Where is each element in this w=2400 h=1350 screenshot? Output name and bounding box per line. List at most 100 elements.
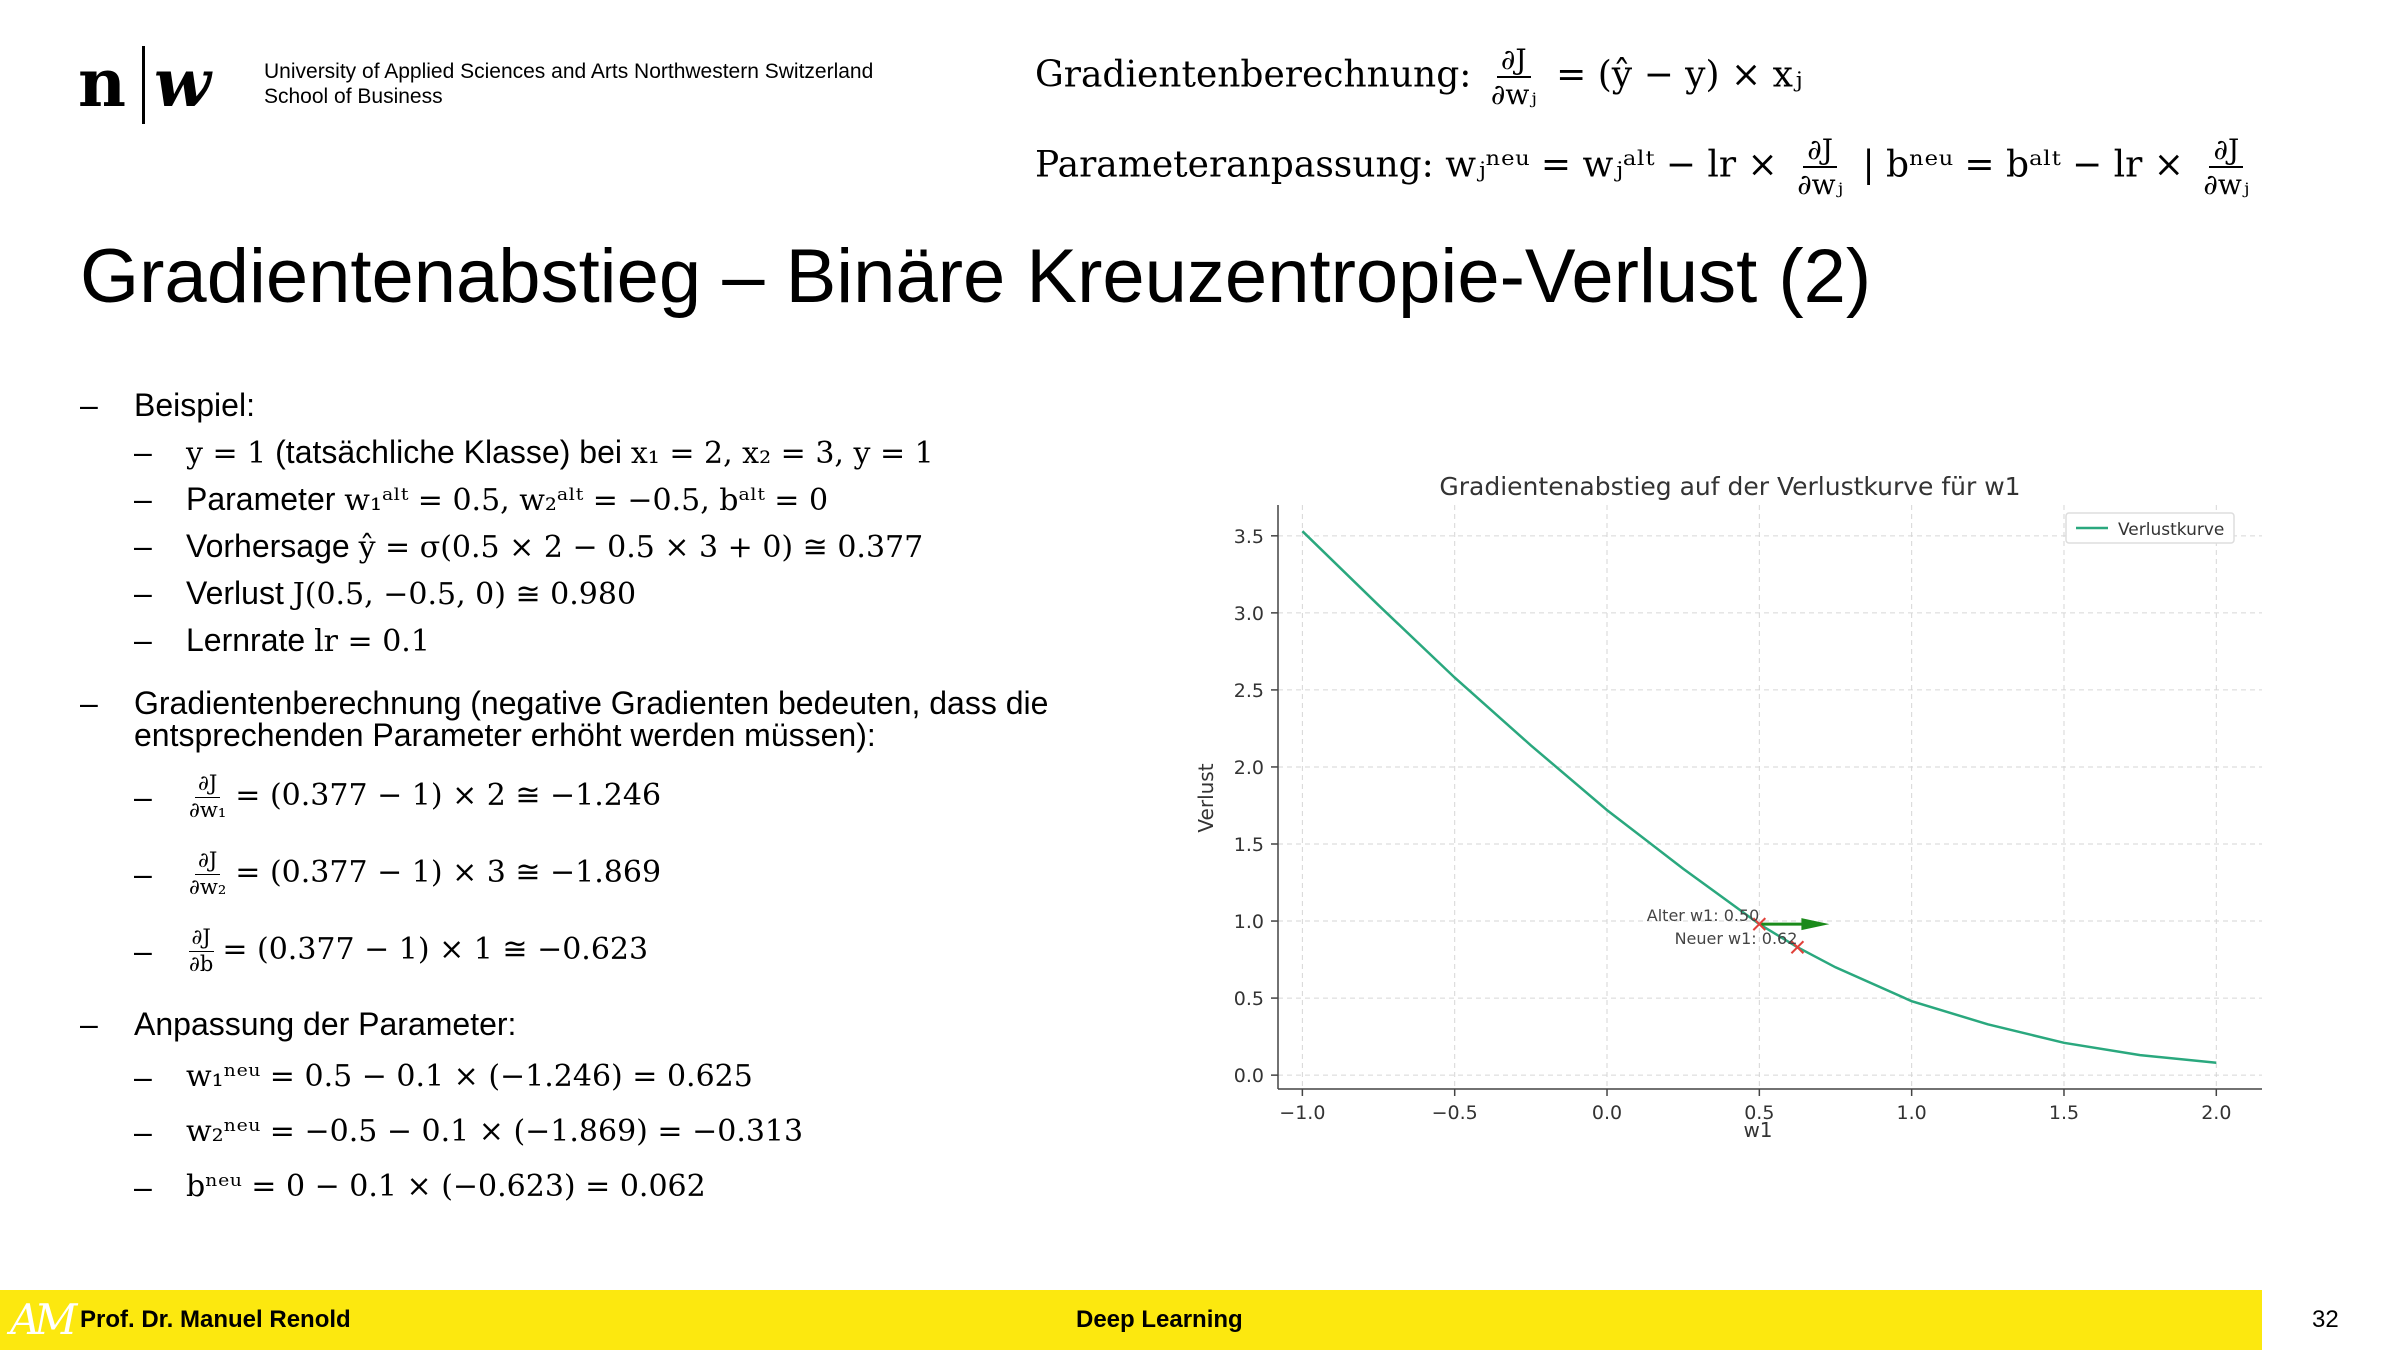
gradient-w2-fraction: ∂J ∂w₂ [186,849,229,898]
gradient-w1-rhs: = (0.377 − 1) × 2 ≅ −1.246 [235,778,662,813]
bullet-dash: – [134,575,152,611]
gradient-w1-fraction: ∂J ∂w₁ [186,772,229,821]
gradient-w2-rhs: = (0.377 − 1) × 3 ≅ −1.869 [235,855,662,890]
chart-y-label: Verlust [1194,763,1218,832]
logo-letter-n: n [78,44,126,122]
y-tick-label: 0.0 [1234,1065,1264,1087]
bullet-math: lr = 0.1 [314,624,430,659]
marker-x [1790,940,1805,954]
bullet-example-y: y = 1 (tatsächliche Klasse) bei x₁ = 2, … [186,433,934,473]
author-logo: AM [10,1295,77,1344]
x-tick-label: 1.5 [2049,1102,2079,1124]
fraction-denominator: ∂b [189,951,214,976]
page-number: 32 [2312,1306,2339,1333]
bullet-parameters: Parameter w₁ᵃˡᵗ = 0.5, w₂ᵃˡᵗ = −0.5, bᵃˡ… [186,480,828,520]
bullet-math: x₁ = 2, x₂ = 3, y = 1 [630,436,934,471]
bullet-loss: Verlust J(0.5, −0.5, 0) ≅ 0.980 [186,574,636,614]
bullet-dash: – [134,856,152,892]
bullet-dash: – [80,1006,98,1042]
update-w1: w₁ⁿᵉᵘ = 0.5 − 0.1 × (−1.246) = 0.625 [186,1059,753,1094]
bullet-anpassung: Anpassung der Parameter: [134,1006,517,1042]
bullet-math: y = 1 [186,436,267,471]
fraction-denominator: ∂wⱼ [1490,78,1537,112]
chart-ticks: −1.0 −0.5 0.0 0.5 1.0 1.5 2.0 0.0 0.5 1.0 1.5 2.0 2.… [1234,526,2232,1124]
bullet-text: Verlust [186,575,293,611]
bullet-dash: – [80,387,98,423]
y-tick-label: 3.0 [1234,603,1264,625]
chart-axes [1277,505,2262,1090]
gradient-formula: Gradientenberechnung: ∂J ∂wⱼ = (ŷ − y) ×… [1035,45,1802,110]
gradient-formula-rhs: = (ŷ − y) × xⱼ [1556,54,1803,96]
bullet-dash: – [134,1169,152,1205]
x-tick-label: 1.0 [1897,1102,1927,1124]
loss-curve-chart: −1.0 −0.5 0.0 0.5 1.0 1.5 2.0 0.0 0.5 1.0 1.5 2.0 2.… [1194,472,2262,1142]
x-tick-label: 0.0 [1592,1102,1622,1124]
gradient-w2: ∂J ∂w₂ = (0.377 − 1) × 3 ≅ −1.869 [186,843,661,903]
x-tick-label: −0.5 [1432,1102,1478,1124]
logo-letter-w: w [154,44,211,122]
university-line-2: School of Business [264,85,443,108]
update-formula-fraction-1: ∂J ∂wⱼ [1793,135,1847,200]
update-formula-weight: wⱼⁿᵉᵘ = wⱼᵃˡᵗ − lr × [1445,144,1778,186]
bullet-gradient-line-2: entsprechenden Parameter erhöht werden m… [134,717,876,753]
bullet-dash: – [134,1114,152,1150]
chart-series [1301,530,2217,1065]
bullet-math: w₁ᵃˡᵗ = 0.5, w₂ᵃˡᵗ = −0.5, bᵃˡᵗ = 0 [344,483,829,518]
x-tick-label: 0.5 [1744,1102,1774,1124]
legend-label: Verlustkurve [2118,520,2224,540]
bullet-dash: – [80,685,98,721]
footer-bar: AM Prof. Dr. Manuel Renold Deep Learning [0,1290,2262,1350]
chart-grid [1278,505,2262,1089]
footer-course: Deep Learning [1076,1306,1243,1333]
fraction-numerator: ∂J [194,849,221,875]
university-name: University of Applied Sciences and Arts … [264,59,873,109]
fraction-denominator: ∂w₁ [189,797,227,822]
bullet-dash: – [134,528,152,564]
bullet-learning-rate: Lernrate lr = 0.1 [186,621,430,661]
fraction-numerator: ∂J [194,772,221,798]
gradient-step-arrow-head [1801,918,1830,931]
update-formula-label: Parameteranpassung: [1035,144,1434,186]
fraction-denominator: ∂wⱼ [2203,168,2250,202]
fraction-denominator: ∂w₂ [189,874,227,899]
y-tick-label: 1.0 [1234,911,1264,933]
fraction-numerator: ∂J [1803,135,1837,169]
marker-x [1752,917,1767,931]
gradient-b: ∂J ∂b = (0.377 − 1) × 1 ≅ −0.623 [186,920,648,980]
school-logo: n w University of Applied Sciences and A… [78,40,998,130]
fraction-numerator: ∂J [188,926,214,952]
bullet-dash: – [134,1059,152,1095]
bullet-math: J(0.5, −0.5, 0) ≅ 0.980 [292,577,637,612]
university-line-1: University of Applied Sciences and Arts … [264,60,874,83]
chart-legend: Verlustkurve [2065,512,2235,544]
x-tick-label: −1.0 [1279,1102,1325,1124]
fraction-numerator: ∂J [1496,45,1531,79]
y-tick-label: 2.5 [1234,680,1264,702]
gradient-formula-fraction: ∂J ∂wⱼ [1487,45,1541,110]
bullet-dash: – [134,481,152,517]
bullet-dash: – [134,779,152,815]
update-formula-bias: | bⁿᵉᵘ = bᵃˡᵗ − lr × [1862,144,2184,186]
fraction-numerator: ∂J [2209,135,2244,169]
update-w2: w₂ⁿᵉᵘ = −0.5 − 0.1 × (−1.869) = −0.313 [186,1114,804,1149]
bullet-math: ŷ = σ(0.5 × 2 − 0.5 × 3 + 0) ≅ 0.377 [358,530,924,565]
gradient-b-rhs: = (0.377 − 1) × 1 ≅ −0.623 [222,932,649,967]
update-formula: Parameteranpassung: wⱼⁿᵉᵘ = wⱼᵃˡᵗ − lr ×… [1035,135,2257,200]
y-tick-label: 2.0 [1234,757,1264,779]
legend-box [2065,512,2235,544]
bullet-beispiel: Beispiel: [134,387,255,423]
bullet-text: (tatsächliche Klasse) bei [266,434,631,470]
update-formula-fraction-2: ∂J ∂wⱼ [2199,135,2253,200]
bullet-gradient-line-1: Gradientenberechnung (negative Gradiente… [134,685,1049,721]
footer-author: Prof. Dr. Manuel Renold [80,1306,351,1333]
bullet-prediction: Vorhersage ŷ = σ(0.5 × 2 − 0.5 × 3 + 0) … [186,527,923,567]
y-tick-label: 1.5 [1234,834,1264,856]
logo-divider [142,46,145,124]
bullet-text: Vorhersage [186,528,359,564]
gradient-formula-label: Gradientenberechnung: [1035,54,1472,96]
bullet-text: Parameter [186,481,345,517]
bullet-text: Lernrate [186,622,315,658]
y-tick-label: 0.5 [1234,988,1264,1010]
gradient-b-fraction: ∂J ∂b [186,926,216,975]
chart-x-label: w1 [1743,1118,1772,1142]
